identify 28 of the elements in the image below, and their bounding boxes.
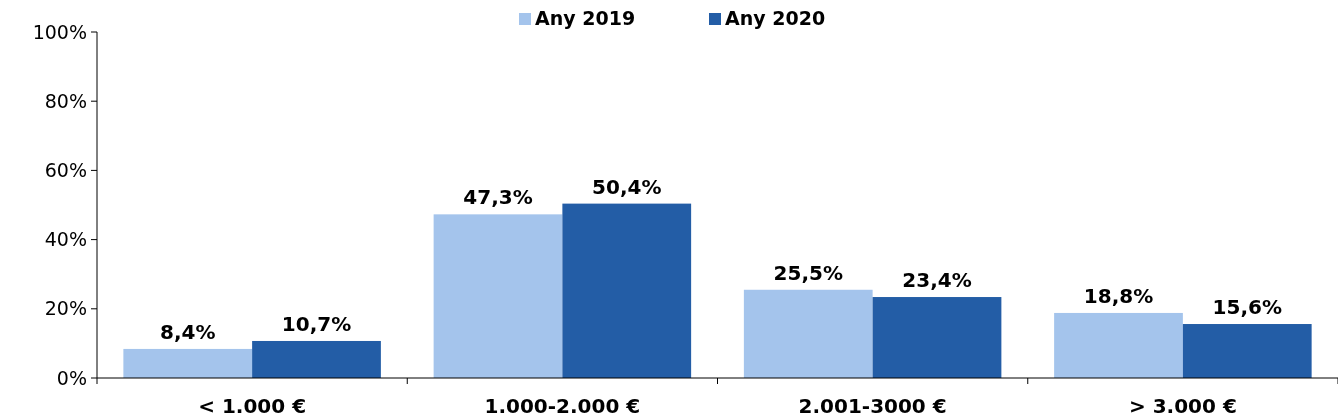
x-tick-label: > 3.000 € <box>1128 394 1237 418</box>
bar <box>433 214 563 378</box>
y-tick-label: 100% <box>32 20 87 43</box>
data-label: 15,6% <box>1212 295 1282 320</box>
legend-label: Any 2019 <box>535 7 636 29</box>
x-tick-label: 2.001-3000 € <box>798 394 947 418</box>
x-tick-label: < 1.000 € <box>198 394 307 418</box>
y-tick-label: 40% <box>44 228 87 251</box>
data-label: 50,4% <box>592 174 662 199</box>
data-label: 10,7% <box>281 311 352 336</box>
bar <box>743 289 873 378</box>
y-tick-label: 20% <box>44 297 87 320</box>
y-tick-label: 0% <box>56 366 87 389</box>
bar <box>123 348 253 378</box>
legend-label: Any 2020 <box>725 7 826 29</box>
data-label: 23,4% <box>902 268 972 293</box>
bar <box>1054 312 1183 378</box>
data-label: 47,3% <box>463 185 533 210</box>
data-label: 25,5% <box>773 260 843 285</box>
y-tick-label: 60% <box>44 159 87 182</box>
bar <box>1182 324 1312 378</box>
bar <box>252 340 381 378</box>
bar <box>562 203 692 378</box>
data-label: 8,4% <box>160 319 216 344</box>
y-tick-label: 80% <box>44 89 87 112</box>
bar <box>872 297 1002 378</box>
data-label: 18,8% <box>1083 283 1154 308</box>
x-tick-label: 1.000-2.000 € <box>484 394 641 418</box>
